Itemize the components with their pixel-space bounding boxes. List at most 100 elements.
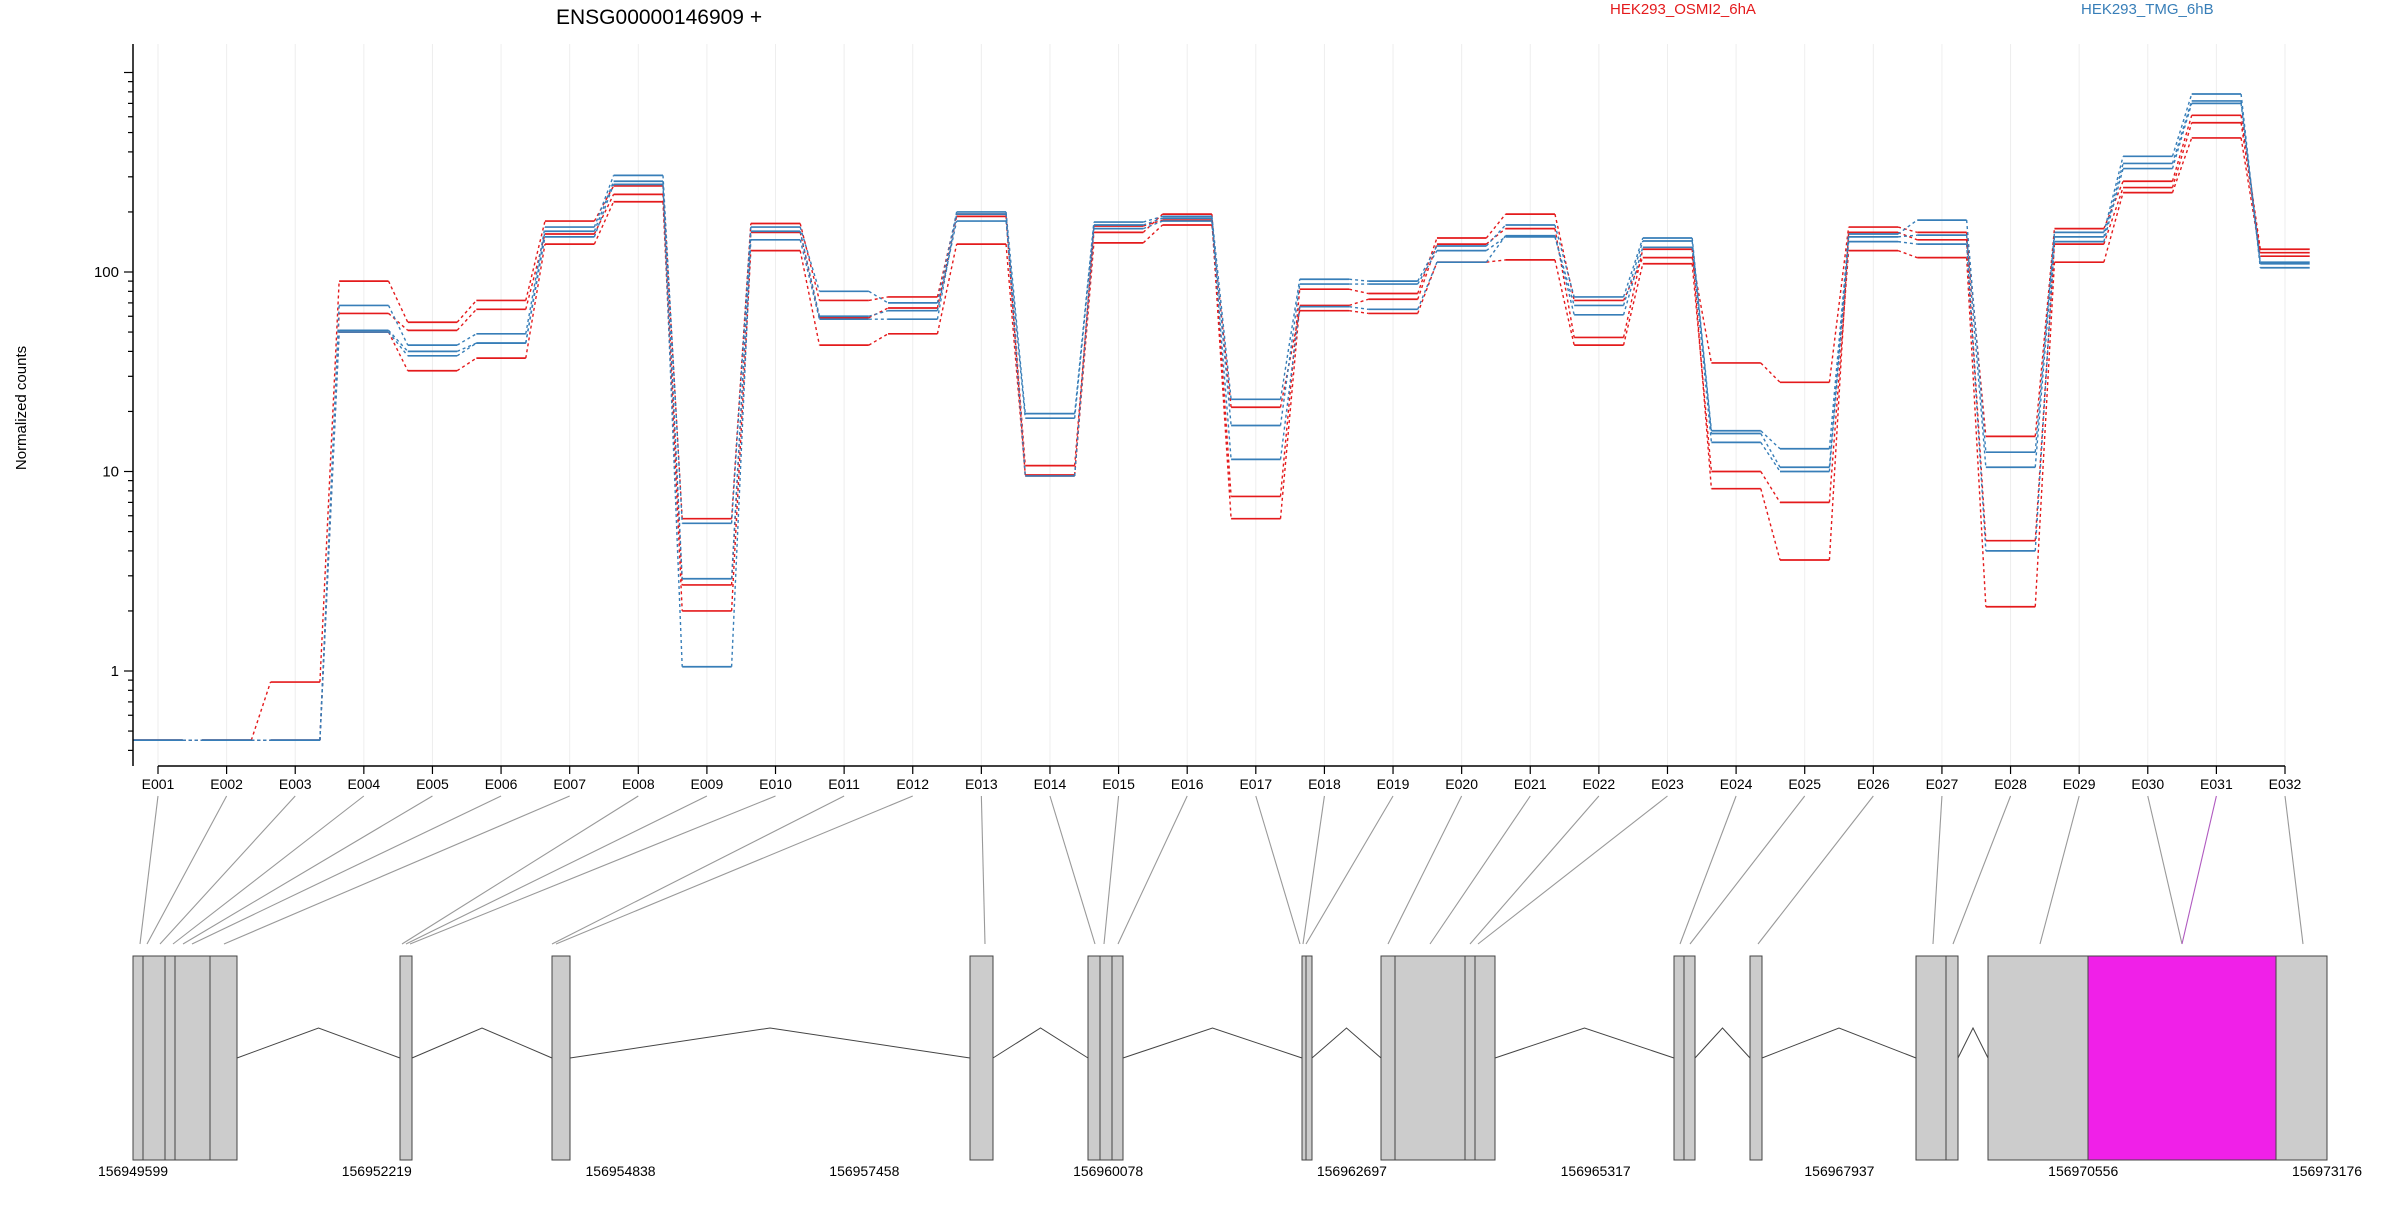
exon-block bbox=[174, 955, 211, 1161]
series-2-rep-1-connector bbox=[1897, 219, 1918, 235]
exon-block bbox=[1394, 955, 1466, 1161]
series-2-rep-1-connector bbox=[1417, 245, 1438, 282]
series-2-rep-3-connector bbox=[525, 236, 546, 344]
series-1-rep-1-connector bbox=[799, 223, 821, 301]
series-2-rep-1-connector bbox=[730, 227, 752, 524]
series-2-rep-1-connector bbox=[1622, 237, 1644, 298]
series-1-rep-3-connector bbox=[1486, 259, 1506, 263]
series-2-rep-1-connector bbox=[1349, 278, 1369, 282]
exon-block bbox=[399, 955, 413, 1161]
series-1-rep-2-connector bbox=[2103, 187, 2124, 245]
exon-block bbox=[969, 955, 994, 1161]
series-2-rep-2-connector bbox=[1417, 250, 1438, 285]
series-2-rep-3-connector bbox=[1828, 241, 1850, 472]
x-tick-label: E005 bbox=[416, 776, 449, 792]
genomic-coordinate-label: 156960078 bbox=[1073, 1163, 1143, 1179]
series-2-rep-2-connector bbox=[2171, 100, 2193, 164]
x-tick-label: E006 bbox=[485, 776, 518, 792]
x-tick-label: E025 bbox=[1788, 776, 1821, 792]
y-tick-label: 1 bbox=[111, 663, 119, 680]
series-1-rep-2-connector bbox=[456, 308, 477, 331]
x-tick-label: E020 bbox=[1445, 776, 1478, 792]
series-2-rep-2-connector bbox=[868, 309, 889, 317]
series-1-rep-1-connector bbox=[1828, 226, 1850, 383]
series-1-rep-3-connector bbox=[2171, 137, 2193, 193]
x-tick-label: E008 bbox=[622, 776, 655, 792]
x-tick-label: E032 bbox=[2269, 776, 2302, 792]
series-1-rep-2-connector bbox=[1828, 232, 1850, 561]
series-1-rep-3-connector bbox=[1005, 244, 1026, 477]
exon-block bbox=[1673, 955, 1685, 1161]
x-tick-label: E003 bbox=[279, 776, 312, 792]
series-2-rep-2-connector bbox=[799, 231, 821, 317]
exon-block bbox=[1915, 955, 1947, 1161]
x-tick-label: E011 bbox=[828, 776, 860, 792]
y-tick-label: 100 bbox=[94, 264, 119, 281]
exon-connector bbox=[1757, 795, 1874, 945]
series-2-rep-2-connector bbox=[1897, 234, 1918, 238]
series-2-rep-3-connector bbox=[319, 332, 340, 741]
exon-connector bbox=[980, 795, 986, 945]
x-tick-label: E024 bbox=[1720, 776, 1753, 792]
series-2-rep-1-connector bbox=[387, 305, 409, 346]
series-1-rep-1-connector bbox=[1417, 237, 1438, 294]
series-2-rep-3-connector bbox=[387, 331, 409, 357]
series-1-rep-3-connector bbox=[1691, 263, 1713, 472]
series-1-rep-2-connector bbox=[388, 312, 409, 331]
series-1-rep-2-connector bbox=[1348, 298, 1369, 307]
series-2-rep-3-connector bbox=[662, 184, 683, 667]
x-tick-label: E012 bbox=[896, 776, 929, 792]
series-2-rep-3-connector bbox=[2240, 103, 2261, 264]
x-tick-label: E009 bbox=[691, 776, 724, 792]
exon-block bbox=[1087, 955, 1101, 1161]
series-2-rep-3-connector bbox=[1760, 441, 1781, 472]
exon-connector bbox=[1103, 795, 1120, 945]
x-tick-label: E016 bbox=[1171, 776, 1204, 792]
x-tick-label: E026 bbox=[1857, 776, 1890, 792]
x-tick-label: E027 bbox=[1926, 776, 1959, 792]
series-2-rep-3-connector bbox=[1279, 306, 1301, 460]
series-2-rep-2-connector bbox=[1211, 218, 1232, 426]
x-tick-label: E022 bbox=[1583, 776, 1616, 792]
series-1-rep-1-connector bbox=[319, 281, 340, 683]
x-tick-label: E004 bbox=[347, 776, 380, 792]
series-1-rep-1-connector bbox=[1348, 288, 1369, 295]
series-1-rep-2-connector bbox=[1554, 228, 1575, 338]
series-1-rep-1-connector bbox=[868, 296, 889, 302]
series-2-rep-3-connector bbox=[1897, 240, 1918, 245]
series-1-rep-2-connector bbox=[1691, 249, 1713, 489]
series-1-rep-1-connector bbox=[1760, 362, 1781, 383]
series-1-rep-2-connector bbox=[2171, 122, 2193, 188]
series-2-rep-3-connector bbox=[936, 214, 958, 320]
series-1-rep-3-connector bbox=[799, 250, 821, 346]
series-1-rep-1-connector bbox=[593, 185, 615, 222]
intron-line bbox=[411, 1027, 553, 1059]
exon-connector bbox=[555, 795, 913, 945]
series-2-rep-3-connector bbox=[1554, 235, 1575, 315]
genomic-coordinate-label: 156973176 bbox=[2292, 1163, 2362, 1179]
series-1-rep-3-connector bbox=[1965, 257, 1987, 607]
series-1-rep-1-connector bbox=[387, 280, 409, 323]
exon-block-highlighted bbox=[2087, 955, 2277, 1161]
series-2-rep-2-connector bbox=[388, 329, 409, 352]
exon-connector bbox=[223, 795, 570, 945]
exon-connector bbox=[1049, 795, 1096, 945]
series-2-rep-2-connector bbox=[730, 231, 752, 579]
series-1-rep-1-connector bbox=[1142, 213, 1163, 233]
exon-connector bbox=[146, 795, 228, 945]
y-tick-label: 10 bbox=[102, 464, 119, 481]
exon-connector-highlighted bbox=[2181, 795, 2217, 945]
intron-line bbox=[1957, 1026, 1989, 1059]
series-2-rep-3-connector bbox=[1005, 214, 1026, 476]
series-2-rep-3-connector bbox=[799, 239, 821, 320]
series-2-rep-3-connector bbox=[2171, 103, 2193, 169]
series-2-rep-3-connector bbox=[730, 239, 752, 667]
series-1-rep-2-connector bbox=[525, 233, 546, 310]
exon-connector bbox=[1305, 795, 1394, 945]
series-2-rep-1-connector bbox=[1143, 215, 1163, 223]
exon-block bbox=[1987, 955, 2089, 1161]
exon-connector bbox=[172, 795, 365, 945]
series-1-rep-2-connector bbox=[2034, 244, 2056, 541]
exon-block bbox=[1464, 955, 1476, 1161]
